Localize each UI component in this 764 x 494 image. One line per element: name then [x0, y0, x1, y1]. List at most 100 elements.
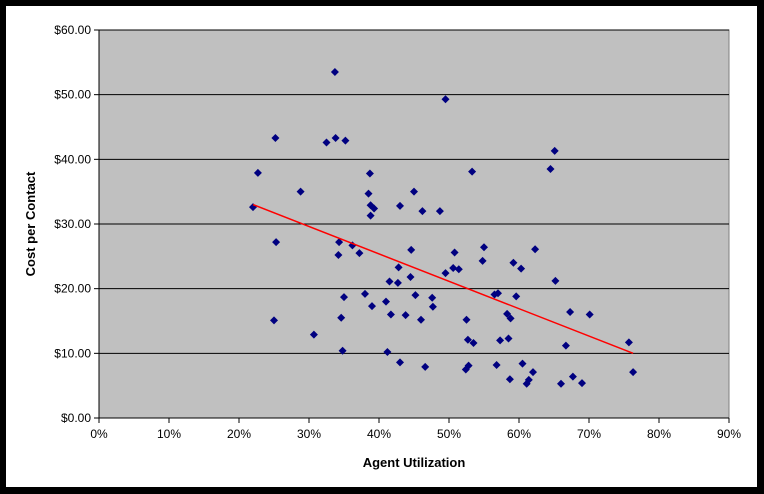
y-axis-title: Cost per Contact [23, 171, 38, 276]
gridlines [99, 29, 729, 354]
y-tick-label: $0.00 [61, 411, 91, 425]
y-tick-label: $50.00 [54, 88, 91, 102]
data-point [494, 289, 502, 298]
data-point [441, 269, 450, 278]
x-tick-label: 90% [717, 427, 741, 441]
data-point [417, 315, 425, 324]
y-tick-label: $20.00 [54, 282, 91, 296]
data-point [546, 165, 555, 174]
data-point [368, 302, 376, 311]
data-point [503, 309, 512, 318]
x-tick-label: 10% [157, 427, 181, 441]
data-point [382, 297, 390, 306]
chart-frame: $0.00 $10.00 $20.00 $30.00 $40.00 $50.00 $60.0… [6, 6, 757, 487]
x-tick-label: 20% [227, 427, 251, 441]
data-point [309, 330, 318, 339]
data-point [271, 133, 280, 142]
data-point [407, 245, 416, 254]
data-point [270, 316, 278, 325]
y-tick-label: $30.00 [54, 217, 91, 231]
data-point [529, 368, 537, 377]
data-point [365, 169, 374, 178]
data-point [428, 293, 437, 302]
data-point [394, 263, 403, 272]
data-point [355, 249, 364, 258]
data-point [462, 315, 471, 324]
data-point [578, 379, 586, 388]
data-point [296, 187, 305, 196]
data-point [418, 207, 427, 216]
y-tick-label: $60.00 [54, 23, 91, 37]
data-point [272, 238, 281, 247]
x-tick-label: 80% [647, 427, 671, 441]
data-point [463, 335, 472, 344]
data-point [322, 138, 331, 147]
x-tick-label: 40% [367, 427, 391, 441]
x-axis-tick-labels: 0% 10% 20% 30% 40% 50% 60% 70% 80% 90% [90, 30, 741, 441]
data-point [441, 95, 450, 104]
data-point [468, 167, 477, 176]
data-point [406, 273, 415, 282]
data-point [551, 276, 560, 285]
data-point [629, 368, 638, 377]
data-point [506, 314, 515, 323]
x-axis-title: Agent Utilization [363, 455, 466, 470]
data-point [386, 310, 395, 319]
x-tick-label: 30% [297, 427, 321, 441]
data-point [518, 359, 527, 368]
data-point [505, 375, 514, 384]
trendline [252, 203, 634, 355]
data-point [393, 278, 402, 287]
data-point [449, 263, 458, 272]
data-point [411, 291, 420, 300]
data-point [396, 201, 404, 210]
data-point [334, 251, 343, 260]
data-point [435, 207, 444, 216]
data-point [385, 277, 394, 286]
data-point [366, 211, 375, 220]
data-point [464, 361, 473, 370]
data-point [524, 375, 533, 384]
data-point [504, 334, 513, 343]
data-point [335, 238, 344, 247]
data-point [337, 313, 346, 322]
data-point [340, 293, 348, 302]
data-point [566, 307, 575, 316]
data-point [561, 341, 570, 350]
data-point [383, 348, 392, 357]
data-points [249, 68, 638, 388]
x-tick-label: 50% [437, 427, 461, 441]
data-point [421, 362, 430, 371]
data-point [450, 248, 459, 257]
data-point [253, 168, 262, 177]
data-point [428, 302, 437, 311]
x-tick-label: 70% [577, 427, 601, 441]
data-point [469, 338, 478, 347]
data-point [330, 68, 339, 77]
data-point [517, 264, 526, 273]
x-tick-label: 0% [90, 427, 108, 441]
data-point [512, 292, 521, 301]
y-axis-tick-labels: $0.00 $10.00 $20.00 $30.00 $40.00 $50.00 $60.0… [54, 23, 99, 425]
data-point [496, 336, 505, 345]
data-point [557, 379, 565, 388]
data-point [550, 146, 559, 155]
y-tick-label: $10.00 [54, 346, 91, 360]
data-point [361, 289, 369, 298]
data-point [509, 258, 518, 267]
data-point [478, 256, 487, 265]
data-point [480, 243, 488, 252]
data-point [454, 265, 463, 274]
x-tick-label: 60% [507, 427, 531, 441]
data-point [410, 187, 418, 196]
data-point [341, 136, 350, 145]
data-point [492, 360, 501, 369]
data-point [364, 189, 373, 198]
data-point [401, 311, 410, 320]
y-tick-label: $40.00 [54, 152, 91, 166]
data-point [585, 310, 594, 319]
data-point [568, 372, 577, 381]
data-point [370, 204, 379, 213]
data-point [531, 245, 540, 254]
data-point [331, 133, 340, 142]
